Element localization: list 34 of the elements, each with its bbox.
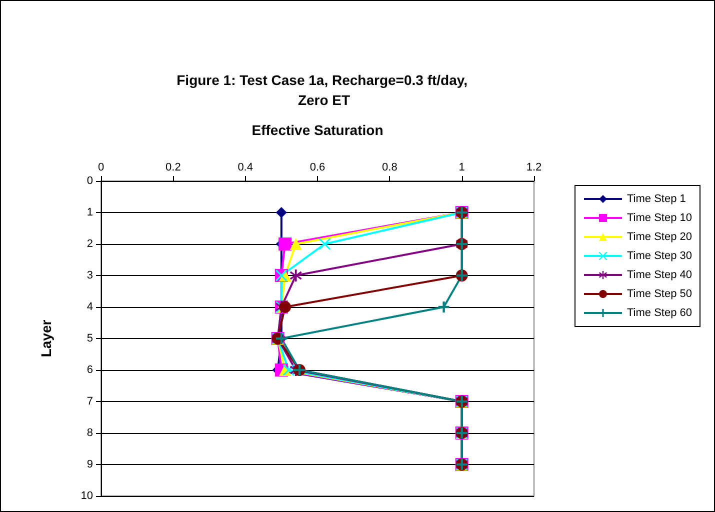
- legend-label: Time Step 10: [626, 212, 692, 224]
- legend-label: Time Step 20: [626, 231, 692, 243]
- legend-label: Time Step 30: [626, 250, 692, 262]
- point: [279, 301, 292, 313]
- x-tick-label: 0.4: [238, 162, 253, 174]
- legend-label: Time Step 50: [626, 288, 692, 300]
- x-tick-label: 1: [458, 162, 465, 174]
- y-axis-title: Layer: [38, 319, 54, 358]
- legend-label: Time Step 60: [626, 307, 692, 319]
- x-tick-label: 0.2: [166, 162, 181, 174]
- x-tick-label: 0: [98, 162, 104, 174]
- y-tick-label: 0: [86, 175, 93, 187]
- point: [290, 270, 302, 282]
- y-tick-label: 10: [80, 490, 93, 502]
- legend-label: Time Step 40: [626, 269, 692, 281]
- chart-title: Figure 1: Test Case 1a, Recharge=0.3 ft/day, Zero ET: [176, 72, 472, 108]
- point: [276, 207, 287, 218]
- x-tick-label: 0.6: [310, 162, 326, 174]
- y-tick-label: 4: [86, 301, 93, 313]
- y-tick-label: 8: [86, 427, 93, 439]
- point: [278, 238, 292, 250]
- y-tick-label: 1: [86, 206, 93, 218]
- point: [290, 238, 302, 250]
- legend-label: Time Step 1: [626, 193, 686, 205]
- y-tick-label: 5: [86, 332, 93, 344]
- y-tick-label: 6: [86, 364, 93, 376]
- x-axis-title: Effective Saturation: [252, 122, 384, 138]
- point: [438, 302, 450, 312]
- y-tick-label: 7: [86, 396, 93, 408]
- y-tick-label: 2: [86, 238, 93, 250]
- x-tick-label: 1.2: [526, 162, 542, 174]
- y-tick-label: 9: [86, 458, 93, 470]
- x-tick-label: 0.8: [382, 162, 398, 174]
- y-tick-label: 3: [86, 270, 93, 282]
